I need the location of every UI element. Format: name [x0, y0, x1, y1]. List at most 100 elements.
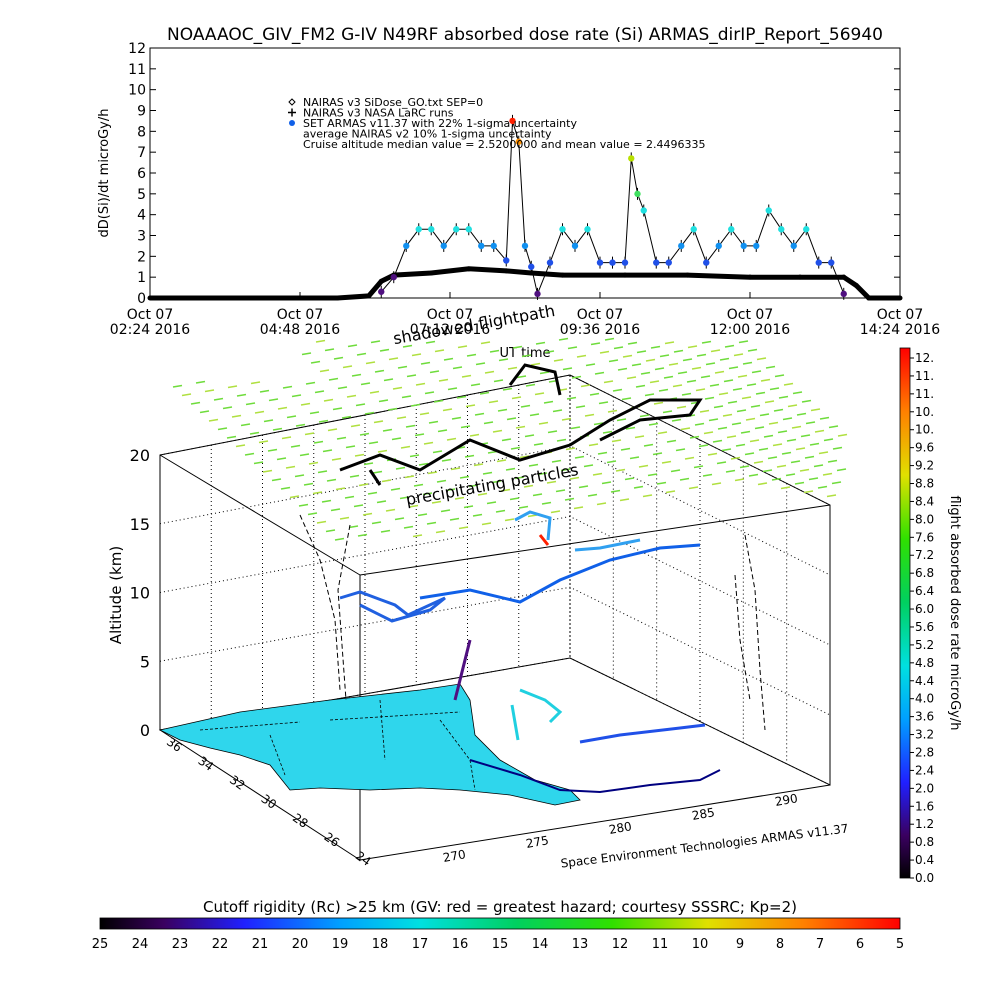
particle-dash — [769, 387, 780, 391]
particle-dash — [353, 504, 364, 508]
particle-dash — [402, 344, 413, 348]
cutoff-tick-label: 19 — [332, 937, 349, 952]
armas-point — [840, 290, 847, 298]
particle-dash — [573, 506, 584, 510]
particle-dash — [589, 392, 600, 396]
particle-dash — [376, 500, 387, 504]
particle-dash — [308, 461, 319, 465]
particle-dash — [286, 415, 297, 419]
particle-dash — [294, 474, 305, 478]
particle-dash — [719, 357, 730, 361]
particle-dash — [703, 431, 714, 435]
particle-dash — [837, 433, 848, 437]
particle-dash — [267, 448, 278, 452]
particle-dash — [657, 431, 668, 435]
colorbar-tick-label: 2.0 — [915, 781, 934, 795]
cutoff-tick-label: 7 — [816, 937, 824, 952]
particle-dash — [454, 496, 465, 500]
particle-dash — [776, 464, 787, 468]
particle-dash — [406, 374, 417, 378]
grid-line — [159, 515, 831, 646]
shadowed-flightpath-label: shadowed flightpath — [392, 301, 557, 348]
model-point — [853, 283, 859, 288]
particle-dash — [717, 426, 728, 430]
particle-dash — [322, 449, 333, 453]
particle-dash — [437, 429, 448, 433]
particle-dash — [401, 395, 412, 399]
colorbar-tick-label: 8.4 — [915, 494, 934, 508]
legend-label: NAIRAS v3 NASA LaRC runs — [303, 107, 454, 120]
particle-dash — [561, 417, 572, 421]
particle-dash — [772, 443, 783, 447]
flight-segment — [538, 534, 550, 546]
particle-dash — [432, 450, 443, 454]
particle-dash — [659, 354, 670, 358]
particle-dash — [357, 533, 368, 537]
colorbar-tick-label: 9.2 — [915, 459, 934, 473]
particle-dash — [819, 416, 830, 420]
particle-dash — [682, 358, 693, 362]
particle-dash — [309, 411, 320, 415]
particle-dash — [372, 470, 383, 474]
particle-dash — [534, 392, 545, 396]
particle-dash — [341, 415, 352, 419]
particle-dash — [399, 496, 410, 500]
particle-dash — [668, 362, 679, 366]
particle-dash — [420, 361, 431, 365]
ground-track-line — [469, 759, 721, 794]
particle-dash — [324, 348, 335, 352]
particle-dash — [594, 371, 605, 375]
particle-dash — [541, 501, 552, 505]
particle-dash — [663, 375, 674, 379]
particle-dash — [387, 407, 398, 411]
model-point — [466, 266, 472, 272]
particle-dash — [482, 471, 493, 475]
particle-dash — [360, 382, 371, 386]
particle-dash — [734, 478, 745, 482]
land-borders — [199, 699, 476, 791]
timeseries-plot-frame — [149, 47, 901, 299]
particle-dash — [515, 425, 526, 429]
model-point — [147, 295, 153, 301]
particle-dash — [419, 412, 430, 416]
particle-dash — [456, 395, 467, 399]
particle-dash — [483, 421, 494, 425]
particle-dash — [728, 366, 739, 370]
particle-dash — [640, 371, 651, 375]
particle-dash — [778, 395, 789, 399]
cutoff-tick-label: 18 — [372, 937, 389, 952]
particle-dash — [319, 369, 330, 373]
particle-dash — [658, 388, 669, 392]
particle-dash — [713, 405, 724, 409]
y-tick-label: 11 — [128, 62, 146, 78]
particle-dash — [332, 407, 343, 411]
colorbar-tick-label: 7.2 — [915, 548, 934, 562]
altitude-ticks: 0 5 10 15 20 — [130, 446, 150, 740]
particle-dash — [731, 422, 742, 426]
cutoff-ticks: 25 24 23 22 21 20 19 18 17 16 15 14 13 12 11 10 9 8 7 6 5 — [92, 937, 904, 952]
legend-plus — [288, 108, 296, 117]
cutoff-tick-label: 9 — [736, 937, 744, 952]
particle-dash — [803, 490, 814, 494]
y-tick-label: 1 — [137, 270, 146, 286]
legend-label: Cruise altitude median value = 2.5200000… — [303, 138, 706, 151]
particle-dash — [643, 443, 654, 447]
particle-dash — [496, 459, 507, 463]
particle-dash — [744, 452, 755, 456]
descent-trace — [734, 534, 766, 731]
particle-dash — [616, 418, 627, 422]
particle-dash — [708, 418, 719, 422]
particle-dash — [271, 478, 282, 482]
particle-dash — [391, 437, 402, 441]
particle-dash — [282, 385, 293, 389]
colorbar-tick-label: 6.0 — [915, 602, 934, 616]
particle-dash — [364, 411, 375, 415]
cutoff-tick-label: 24 — [132, 937, 149, 952]
particle-dash — [459, 475, 470, 479]
cutoff-gradient — [99, 917, 901, 930]
particle-dash — [408, 504, 419, 508]
particle-dash — [790, 460, 801, 464]
particle-dash — [348, 525, 359, 529]
particle-dash — [662, 410, 673, 414]
particle-dash — [625, 426, 636, 430]
